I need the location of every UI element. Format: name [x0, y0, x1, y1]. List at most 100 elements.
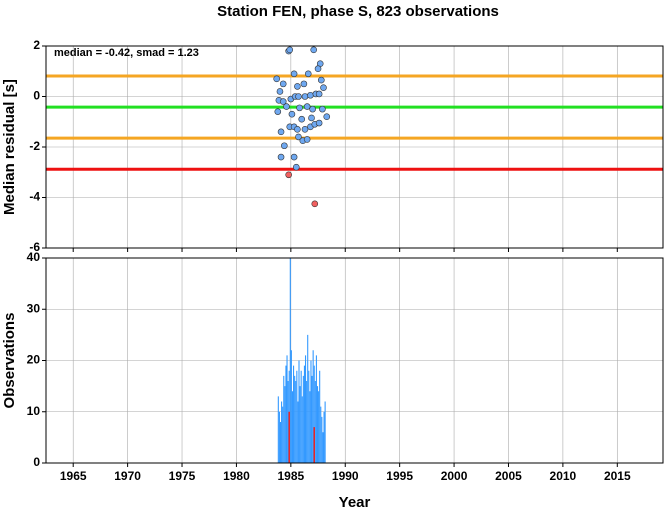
bar	[316, 386, 319, 463]
point	[323, 113, 331, 120]
y-tick-label: 40	[27, 250, 41, 264]
point	[294, 126, 301, 133]
point	[277, 128, 285, 136]
bar	[324, 401, 326, 463]
bar	[319, 370, 321, 463]
bar	[309, 391, 311, 463]
y-tick-label: -6	[29, 240, 40, 254]
point	[307, 91, 314, 99]
bar	[321, 416, 323, 463]
point	[283, 103, 290, 110]
bar	[290, 350, 292, 463]
bar	[323, 411, 325, 463]
plot-frame	[45, 257, 664, 464]
point	[273, 75, 280, 83]
chart-title: Station FEN, phase S, 823 observations	[217, 3, 499, 20]
bar	[293, 365, 295, 463]
point	[314, 65, 322, 73]
x-tick-label: 2005	[495, 469, 522, 483]
point	[279, 98, 287, 105]
bar	[286, 355, 288, 463]
x-tick-label: 2000	[441, 469, 468, 483]
y-tick-label: 2	[33, 38, 40, 52]
point	[290, 153, 298, 161]
point	[276, 88, 284, 95]
bar	[313, 427, 315, 463]
bar	[279, 422, 282, 463]
x-tick-label: 2010	[550, 469, 577, 483]
bar	[306, 381, 308, 463]
x-tick-label: 1985	[277, 469, 304, 483]
x-tick-label: 1970	[114, 469, 141, 483]
point	[290, 70, 298, 78]
bar	[289, 258, 291, 463]
bar	[310, 360, 312, 463]
bar	[300, 370, 302, 463]
point	[315, 90, 323, 98]
bar	[278, 411, 280, 463]
x-tick-label: 1965	[60, 469, 87, 483]
bar	[315, 355, 317, 463]
point	[292, 163, 300, 171]
point	[311, 200, 319, 208]
y-tick-label: 20	[27, 353, 41, 367]
point	[301, 93, 309, 100]
bar	[318, 391, 320, 463]
point	[277, 153, 285, 161]
bar	[301, 396, 303, 463]
bar	[322, 432, 324, 463]
bar	[311, 375, 313, 463]
bar	[308, 370, 310, 463]
point	[295, 93, 302, 100]
bar	[288, 411, 290, 463]
y-tick-label: 30	[27, 301, 41, 315]
point	[320, 84, 327, 91]
bar	[314, 381, 316, 463]
bar	[304, 355, 307, 463]
point	[303, 103, 311, 110]
point	[286, 46, 294, 54]
point	[303, 136, 311, 143]
point	[279, 80, 287, 88]
point	[281, 142, 288, 150]
point	[294, 83, 301, 90]
point	[315, 119, 323, 127]
bar	[298, 360, 300, 463]
x-tick-label: 2015	[604, 469, 631, 483]
point	[296, 104, 303, 112]
plot-frame	[45, 45, 664, 249]
bar	[296, 370, 298, 463]
bar	[277, 396, 279, 463]
y-tick-label: -2	[29, 139, 40, 153]
x-axis-label: Year	[339, 494, 371, 511]
bar	[303, 365, 305, 463]
x-tick-label: 1990	[332, 469, 359, 483]
y-tick-label: 10	[27, 404, 41, 418]
bar	[284, 386, 286, 463]
bar	[307, 334, 309, 463]
y-axis-label: Observations	[1, 313, 18, 409]
y-tick-label: -4	[29, 190, 40, 204]
point	[310, 46, 317, 54]
bar	[285, 365, 287, 463]
x-tick-label: 1995	[386, 469, 413, 483]
bar	[294, 375, 296, 463]
point	[318, 76, 325, 84]
x-tick-label: 1975	[169, 469, 196, 483]
point	[309, 105, 316, 113]
point	[308, 114, 315, 122]
point	[301, 126, 309, 133]
bar	[281, 401, 283, 463]
point	[298, 115, 306, 123]
annotation: median = -0.42, smad = 1.23	[54, 47, 199, 59]
y-tick-label: 0	[33, 455, 40, 469]
bar	[282, 406, 284, 463]
y-tick-label: 0	[33, 89, 40, 103]
bar	[291, 391, 294, 463]
bar	[295, 381, 297, 463]
point	[304, 70, 312, 78]
point	[288, 110, 296, 118]
y-axis-label: Median residual [s]	[1, 79, 18, 215]
bar	[313, 365, 315, 463]
